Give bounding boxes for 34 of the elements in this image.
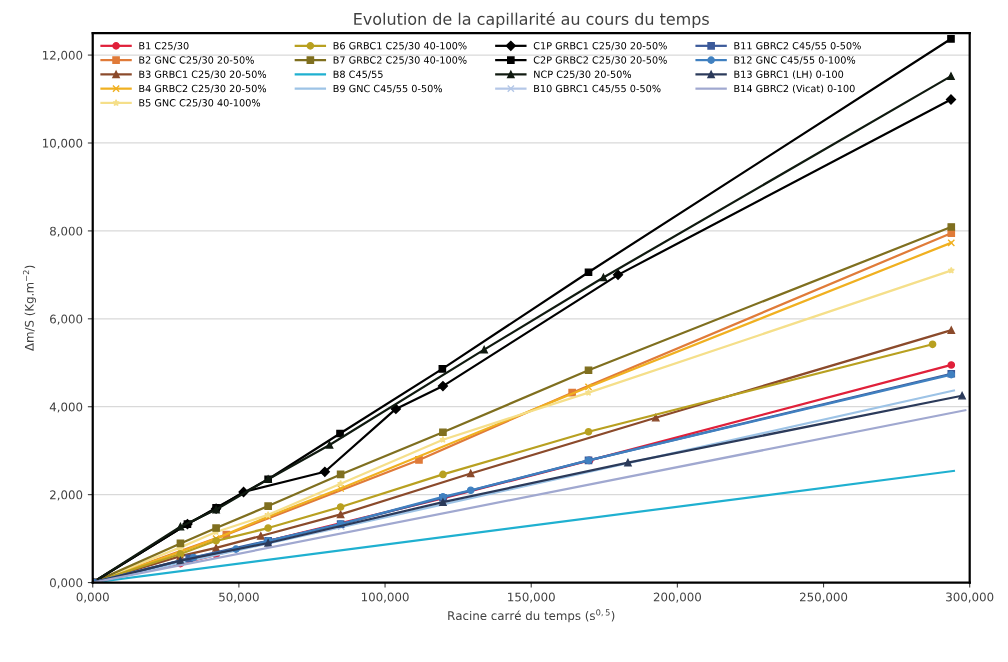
legend-label: B4 GRBC2 C25/30 20-50%	[139, 84, 267, 93]
legend-label: B7 GRBC2 C25/30 40-100%	[333, 56, 467, 65]
legend-label: B14 GBRC2 (Vicat) 0-100	[734, 84, 855, 94]
legend-label: C2P GRBC2 C25/30 20-50%	[533, 56, 667, 65]
legend-label: B13 GBRC1 (LH) 0-100	[734, 70, 844, 80]
y-axis-title: Δm/S (Kg.m$^{−2}$)	[22, 265, 37, 351]
y-tick-label: 6,000	[50, 314, 83, 325]
legend-label: B6 GRBC1 C25/30 40-100%	[333, 42, 467, 51]
y-tick-label: 12,000	[43, 50, 83, 61]
legend-label: C1P GRBC1 C25/30 20-50%	[533, 42, 667, 51]
x-tick-label: 50,000	[219, 592, 259, 603]
legend-label: B10 GBRC1 C45/55 0-50%	[534, 84, 661, 93]
y-tick-label: 0,000	[50, 578, 83, 589]
legend-label: B1 C25/30	[139, 42, 189, 51]
legend-label: B11 GBRC2 C45/55 0-50%	[734, 42, 861, 51]
x-tick-label: 200,000	[653, 592, 701, 603]
y-tick-label: 10,000	[43, 138, 83, 149]
x-tick-label: 150,000	[508, 592, 555, 603]
x-tick-label: 100,000	[361, 592, 409, 603]
legend-label: B2 GNC C25/30 20-50%	[139, 56, 254, 65]
x-tick-label: 0,000	[76, 592, 109, 603]
legend-label: NCP C25/30 20-50%	[534, 70, 632, 79]
legend-label: B3 GRBC1 C25/30 20-50%	[139, 70, 267, 79]
chart-title: Evolution de la capillarité au cours du temps	[354, 11, 709, 29]
x-axis-title: Racine carré du temps (s$^{0,5}$)	[448, 609, 615, 623]
x-tick-label: 300,000	[946, 592, 994, 603]
legend-label: B9 GNC C45/55 0-50%	[333, 84, 443, 93]
legend-label: B12 GNC C45/55 0-100%	[734, 56, 856, 65]
x-tick-label: 250,000	[799, 592, 848, 603]
legend-label: B8 C45/55	[333, 70, 383, 79]
y-tick-label: 8,000	[50, 226, 83, 237]
legend-label: B5 GNC C25/30 40-100%	[139, 99, 261, 108]
y-tick-label: 2,000	[50, 490, 83, 501]
y-tick-label: 4,000	[49, 402, 83, 413]
